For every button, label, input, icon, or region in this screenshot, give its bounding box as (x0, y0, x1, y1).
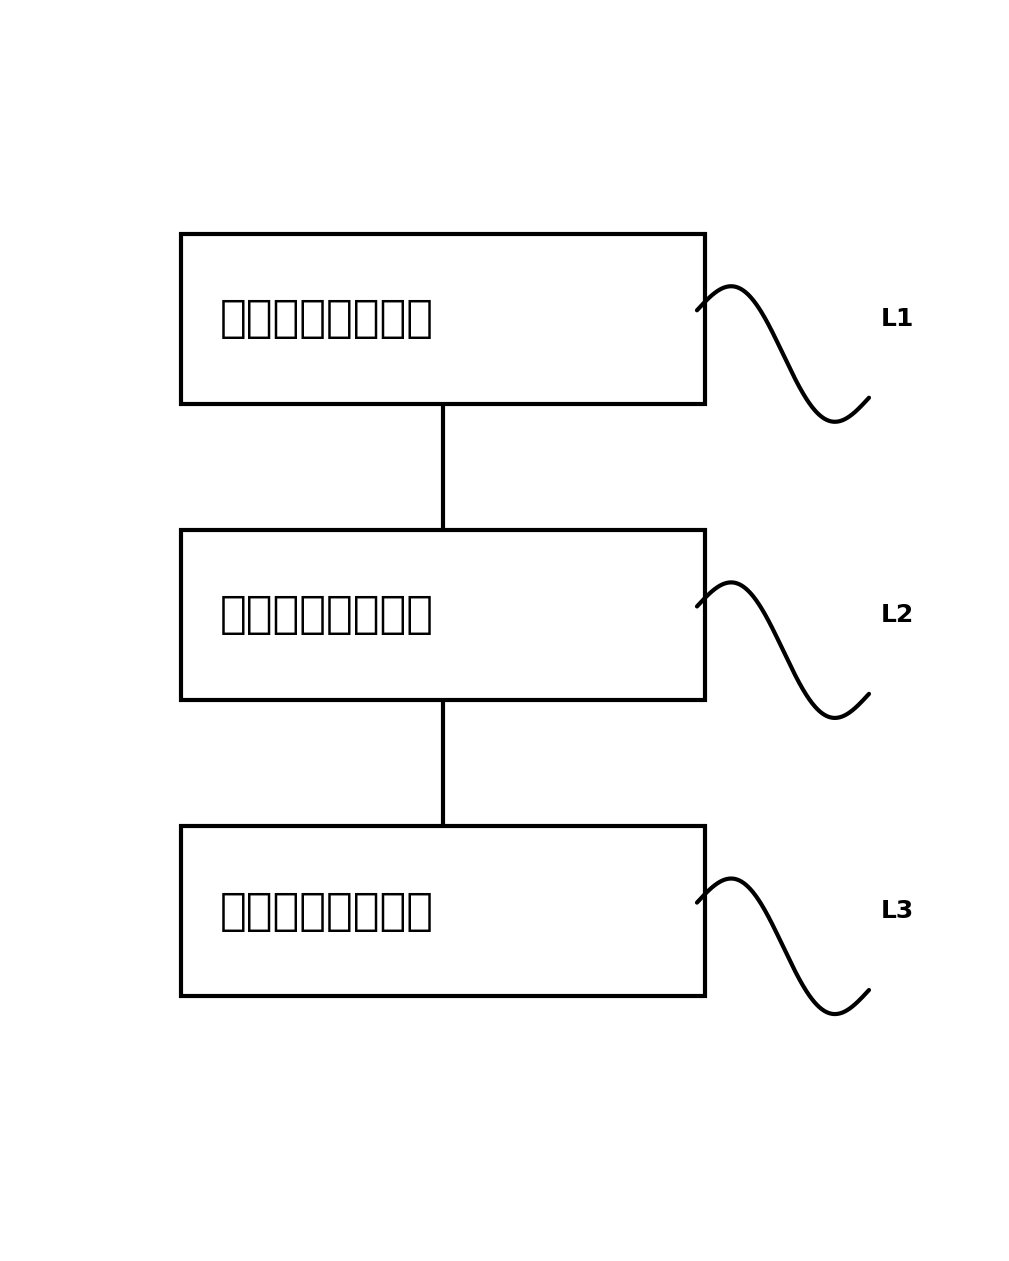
Text: L3: L3 (881, 899, 914, 923)
Text: L1: L1 (881, 308, 914, 332)
Bar (181, 233, 704, 404)
Text: 基线规则变更模块: 基线规则变更模块 (220, 594, 434, 637)
Text: L2: L2 (881, 603, 914, 627)
Text: 基线规则创建模块: 基线规则创建模块 (220, 298, 434, 340)
Text: 基线规则终止模块: 基线规则终止模块 (220, 889, 434, 933)
Bar (181, 826, 704, 996)
Bar (181, 530, 704, 700)
